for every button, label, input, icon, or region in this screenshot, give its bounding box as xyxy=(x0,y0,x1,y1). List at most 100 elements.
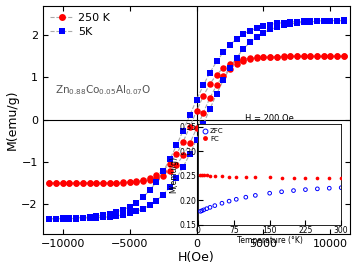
Point xyxy=(134,180,139,184)
Point xyxy=(234,62,240,66)
Point xyxy=(53,181,59,185)
Point xyxy=(160,168,166,173)
Point xyxy=(234,59,240,63)
Point xyxy=(341,54,347,58)
Point xyxy=(194,98,199,102)
Point xyxy=(314,54,320,58)
Point xyxy=(247,40,253,44)
Point xyxy=(200,111,206,115)
Point xyxy=(321,54,326,58)
Point xyxy=(267,27,273,32)
Point xyxy=(274,21,280,26)
Point xyxy=(180,165,186,169)
Point xyxy=(174,176,179,180)
Point xyxy=(227,66,233,71)
Point xyxy=(153,198,159,203)
Point xyxy=(100,181,106,185)
Point xyxy=(261,55,266,59)
Point xyxy=(200,94,206,98)
Point xyxy=(60,217,66,221)
Point xyxy=(301,54,307,59)
Point xyxy=(93,181,99,185)
Point xyxy=(120,181,126,185)
Point xyxy=(187,152,193,156)
Point xyxy=(241,57,246,61)
Point xyxy=(294,21,300,25)
Point xyxy=(80,181,86,185)
Point xyxy=(207,82,213,86)
Point xyxy=(194,137,199,142)
Point xyxy=(247,29,253,33)
Point xyxy=(328,19,333,23)
Point xyxy=(60,181,66,185)
Point xyxy=(241,32,246,36)
Point xyxy=(120,180,126,185)
Point xyxy=(127,205,132,209)
Point xyxy=(73,216,79,221)
Point xyxy=(200,122,206,126)
X-axis label: H(Oe): H(Oe) xyxy=(178,251,215,264)
Point xyxy=(214,72,220,77)
Point xyxy=(174,163,179,167)
Point xyxy=(261,31,266,35)
Point xyxy=(107,215,112,219)
Point xyxy=(334,54,340,58)
Point xyxy=(247,57,253,62)
Point xyxy=(134,179,139,183)
Point xyxy=(100,213,106,218)
Point xyxy=(120,208,126,212)
Point xyxy=(87,181,92,185)
Point xyxy=(287,54,293,59)
Point xyxy=(114,214,119,218)
Point xyxy=(281,54,286,59)
Point xyxy=(134,209,139,214)
Point xyxy=(134,200,139,205)
Point xyxy=(321,54,326,58)
Point xyxy=(127,180,132,185)
Point xyxy=(314,54,320,59)
Point xyxy=(214,59,220,64)
Point xyxy=(214,92,220,96)
Point xyxy=(207,96,213,100)
Point xyxy=(167,157,173,161)
Point xyxy=(220,73,226,78)
Point xyxy=(328,54,333,58)
Point xyxy=(80,215,86,220)
Point xyxy=(174,152,179,156)
Point xyxy=(294,19,300,24)
Point xyxy=(127,180,132,184)
Point xyxy=(114,181,119,185)
Point xyxy=(153,176,159,181)
Point xyxy=(67,216,72,220)
Point xyxy=(194,109,199,113)
Point xyxy=(53,181,59,185)
Point xyxy=(334,19,340,23)
Point xyxy=(67,181,72,185)
Point xyxy=(140,195,146,199)
Point xyxy=(341,18,347,23)
Point xyxy=(73,181,79,185)
Point xyxy=(287,54,293,59)
Point xyxy=(308,54,313,59)
Point xyxy=(200,83,206,87)
Point xyxy=(100,181,106,185)
Point xyxy=(341,54,347,58)
Point xyxy=(267,55,273,59)
Point xyxy=(328,18,333,23)
Point xyxy=(241,47,246,51)
Point xyxy=(60,181,66,185)
Point xyxy=(73,181,79,185)
Point xyxy=(301,19,307,23)
Point xyxy=(87,181,92,185)
Point xyxy=(254,55,260,59)
Point xyxy=(274,25,280,29)
Point xyxy=(87,215,92,219)
Point xyxy=(67,217,72,221)
Point xyxy=(308,54,313,59)
Point xyxy=(140,178,146,182)
Point xyxy=(261,55,266,60)
Point xyxy=(47,217,52,221)
Point xyxy=(87,216,92,220)
Point xyxy=(308,20,313,24)
Point xyxy=(147,178,153,183)
